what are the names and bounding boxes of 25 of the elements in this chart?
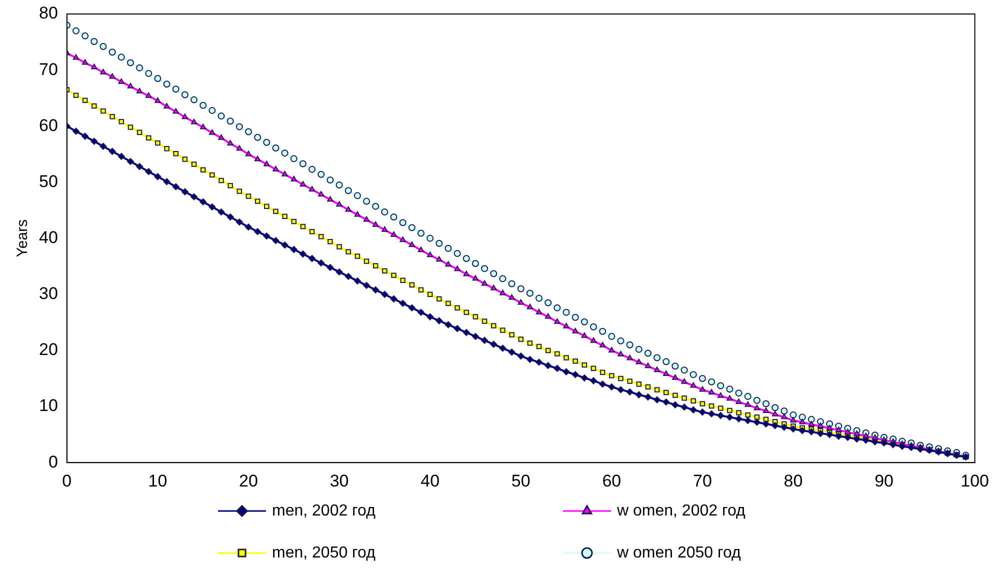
y-tick-label: 70 <box>38 60 58 79</box>
y-tick-label: 40 <box>38 228 58 247</box>
y-tick-label: 10 <box>38 396 58 416</box>
x-tick-label: 40 <box>420 471 440 490</box>
y-tick-label: 50 <box>38 172 58 191</box>
x-tick-label: 30 <box>330 471 349 490</box>
y-tick-label: 80 <box>38 4 58 23</box>
x-tick-label: 20 <box>239 471 258 490</box>
legend-label: w omen 2050 год <box>616 544 742 562</box>
x-tick-label: 50 <box>511 471 530 490</box>
y-tick-label: 30 <box>38 284 58 304</box>
x-tick-label: 80 <box>784 471 803 490</box>
legend-label: w omen, 2002 год <box>616 502 746 520</box>
x-tick-label: 70 <box>692 471 712 490</box>
x-tick-label: 10 <box>148 471 168 490</box>
x-tick-label: 100 <box>960 471 990 490</box>
x-tick-label: 60 <box>602 471 622 490</box>
y-tick-label: 0 <box>48 452 58 472</box>
y-axis-title: Years <box>14 219 32 258</box>
y-tick-label: 20 <box>38 340 58 360</box>
y-tick-label: 60 <box>38 116 58 135</box>
x-tick-label: 90 <box>874 471 894 490</box>
legend-label: men, 2002 год <box>272 502 376 520</box>
x-tick-label: 0 <box>62 471 72 490</box>
legend-label: men, 2050 год <box>272 544 376 562</box>
